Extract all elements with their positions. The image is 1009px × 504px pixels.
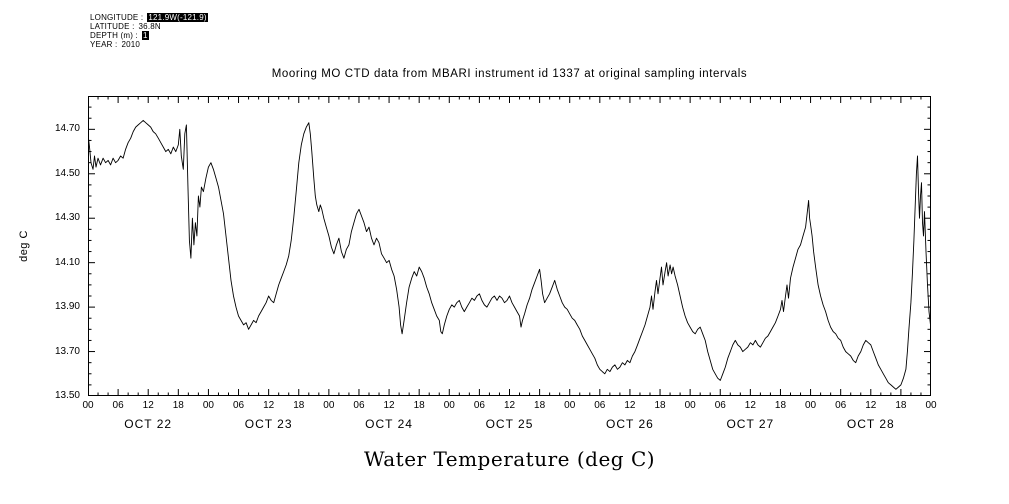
x-date-label: OCT 27 — [726, 417, 775, 431]
x-tick-label: 12 — [865, 400, 877, 411]
y-tick-label: 14.70 — [54, 123, 80, 135]
plot-area — [88, 96, 931, 396]
y-tick-label: 14.50 — [54, 167, 80, 179]
meta-label: LATITUDE : — [90, 22, 135, 31]
x-tick-label: 06 — [353, 400, 365, 411]
meta-line-depth: DEPTH (m) :1 — [90, 31, 208, 40]
meta-value: 1 — [141, 31, 149, 40]
x-tick-label: 12 — [263, 400, 275, 411]
meta-line-latitude: LATITUDE :36.8N — [90, 22, 208, 31]
x-tick-label: 18 — [172, 400, 184, 411]
y-tick-label: 14.10 — [54, 256, 80, 268]
x-date-label: OCT 25 — [485, 417, 534, 431]
chart-title: Mooring MO CTD data from MBARI instrumen… — [271, 68, 748, 80]
y-tick-label: 13.90 — [54, 301, 80, 313]
y-tick-label: 13.70 — [54, 345, 80, 357]
x-tick-label: 12 — [503, 400, 516, 411]
x-tick-label: 06 — [594, 400, 606, 411]
x-tick-label: 06 — [714, 400, 726, 411]
x-tick-label: 00 — [925, 400, 937, 411]
x-tick-label: 12 — [744, 400, 756, 411]
plot-frame — [88, 96, 931, 396]
x-tick-label: 12 — [624, 400, 636, 411]
x-tick-label: 00 — [684, 400, 696, 411]
y-axis-label: deg C — [18, 230, 30, 262]
meta-value: 121.9W(-121.9) — [147, 13, 208, 22]
meta-value: 2010 — [121, 40, 141, 49]
y-tick-label: 13.50 — [54, 390, 80, 401]
x-date-label: OCT 28 — [846, 417, 895, 431]
x-date-label: OCT 26 — [606, 417, 654, 431]
x-tick-label: 00 — [202, 400, 214, 411]
x-tick-label: 12 — [383, 400, 395, 411]
x-tick-label: 18 — [413, 400, 425, 411]
x-tick-label: 00 — [564, 400, 576, 411]
x-date-label: OCT 23 — [244, 417, 293, 431]
metadata-block: LONGITUDE :121.9W(-121.9) LATITUDE :36.8… — [90, 13, 208, 49]
x-tick-label: 06 — [835, 400, 847, 411]
x-tick-label: 06 — [473, 400, 485, 411]
meta-value: 36.8N — [138, 22, 161, 31]
x-date-label: OCT 24 — [365, 417, 413, 431]
x-tick-label: 00 — [443, 400, 455, 411]
meta-label: DEPTH (m) : — [90, 31, 138, 40]
x-tick-label: 18 — [293, 400, 305, 411]
x-tick-label: 06 — [232, 400, 245, 411]
x-tick-label: 00 — [323, 400, 335, 411]
x-tick-label: 18 — [534, 400, 546, 411]
x-tick-label: 12 — [142, 400, 154, 411]
meta-label: LONGITUDE : — [90, 13, 144, 22]
meta-label: YEAR : — [90, 40, 118, 49]
meta-line-year: YEAR :2010 — [90, 40, 208, 49]
x-tick-label: 06 — [112, 400, 124, 411]
temperature-line — [88, 119, 931, 390]
x-date-label: OCT 22 — [124, 417, 173, 431]
x-tick-label: 18 — [654, 400, 666, 411]
x-tick-label: 18 — [895, 400, 907, 411]
x-tick-label: 18 — [774, 400, 787, 411]
meta-line-longitude: LONGITUDE :121.9W(-121.9) — [90, 13, 208, 22]
y-tick-label: 14.30 — [54, 212, 80, 224]
x-tick-label: 00 — [805, 400, 817, 411]
x-axis-title: Water Temperature (deg C) — [363, 447, 656, 471]
x-tick-label: 00 — [82, 400, 94, 411]
